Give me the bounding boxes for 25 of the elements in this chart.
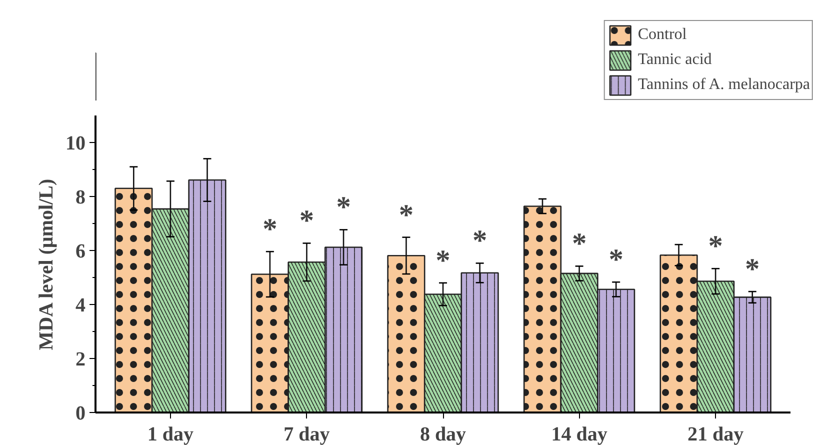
y-axis-title: MDA level (μmol/L) [36,178,58,350]
x-tick-label: 7 day [284,424,330,445]
x-tick-label: 21 day [687,424,744,445]
data-label: * [572,228,587,260]
legend-label: Tannins of A. melanocarpa [638,75,810,95]
legend-label: Tannic acid [638,50,712,70]
y-tick-label: 6 [76,240,86,262]
x-tick-label: 8 day [420,424,466,445]
y-tick-label: 10 [66,132,86,154]
legend-label: Control [638,25,687,45]
data-label: * [398,199,414,232]
y-tick-label: 4 [76,294,86,316]
x-tick-label: 1 day [147,424,194,445]
data-label: * [336,192,351,224]
data-label: * [299,205,314,238]
y-tick-label: 8 [76,186,86,208]
data-label: * [472,225,488,258]
data-label: * [708,230,723,263]
data-label: * [436,244,450,277]
data-label: * [608,244,624,276]
x-tick-label: 14 day [551,424,608,445]
y-tick-label: 2 [76,348,86,370]
y-tick-label: 0 [76,402,86,424]
data-label: * [262,214,278,246]
data-label: * [745,254,760,286]
